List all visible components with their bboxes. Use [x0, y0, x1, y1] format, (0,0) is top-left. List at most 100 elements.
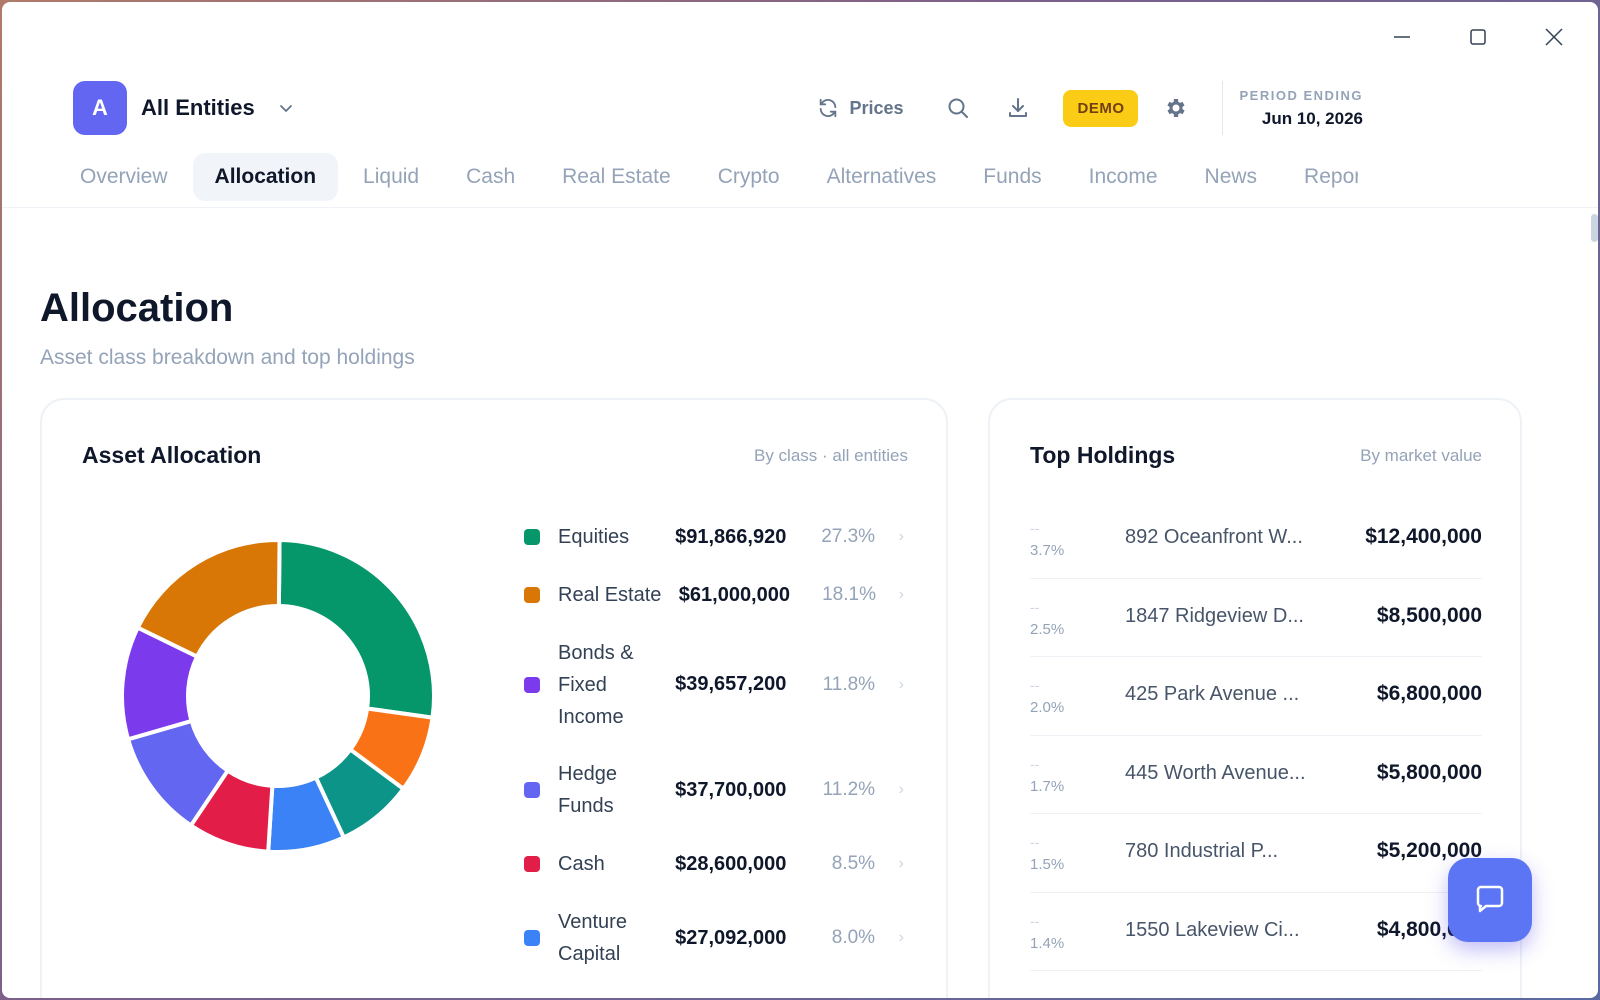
legend-name: Venture Capital: [558, 911, 627, 965]
top-holdings-card: Top Holdings By market value -- 3.7% 892…: [988, 398, 1522, 998]
legend-value: $61,000,000: [678, 583, 790, 606]
period-ending: PERIOD ENDING Jun 10, 2026: [1239, 88, 1363, 129]
asset-allocation-card: Asset Allocation By class · all entities…: [40, 398, 948, 998]
period-label: PERIOD ENDING: [1239, 87, 1363, 103]
allocation-donut-chart: [120, 538, 436, 854]
tab-cash[interactable]: Cash: [466, 165, 516, 188]
legend-swatch: [524, 587, 540, 603]
entity-selector[interactable]: A All Entities: [73, 81, 295, 135]
chevron-right-icon: ›: [898, 781, 904, 798]
legend-percent: 8.5%: [831, 853, 876, 874]
chevron-right-icon: ›: [898, 586, 904, 603]
header-actions: Prices DEMO PERIOD ENDING Jun 10, 2026: [817, 81, 1363, 135]
legend-row-cash[interactable]: Cash $28,600,000 8.5% ›: [524, 835, 904, 893]
close-icon: [1545, 28, 1563, 46]
legend-swatch: [524, 782, 540, 798]
holding-change: --: [1030, 677, 1040, 693]
refresh-prices-button[interactable]: Prices: [817, 97, 903, 119]
gear-icon: [1167, 99, 1186, 117]
holding-row[interactable]: -- 1.7% 445 Worth Avenue... $5,800,000: [1030, 736, 1482, 814]
download-button[interactable]: [1003, 93, 1033, 123]
holding-row[interactable]: -- 1.5% 780 Industrial P... $5,200,000: [1030, 814, 1482, 893]
allocation-legend: Equities $91,866,920 27.3% › Real Estate…: [524, 508, 904, 983]
entity-avatar: A: [73, 81, 127, 135]
tab-funds[interactable]: Funds: [983, 165, 1042, 188]
holding-percent: 1.5%: [1030, 856, 1065, 873]
legend-swatch: [524, 930, 540, 946]
holdings-list: -- 3.7% 892 Oceanfront W... $12,400,000 …: [1030, 500, 1482, 971]
download-icon: [1009, 98, 1028, 117]
donut-slice-7[interactable]: [135, 538, 282, 660]
holding-name: 892 Oceanfront W...: [1125, 526, 1303, 548]
holding-change: --: [1030, 834, 1040, 850]
period-date: Jun 10, 2026: [1261, 108, 1363, 128]
minimize-button[interactable]: [1384, 22, 1420, 52]
entity-name: All Entities: [141, 95, 255, 120]
scrollbar-thumb[interactable]: [1591, 214, 1598, 242]
holding-percent: 2.0%: [1030, 699, 1065, 716]
donut-slice-0[interactable]: [276, 538, 436, 720]
legend-value: $91,866,920: [675, 525, 787, 548]
holding-row[interactable]: -- 2.5% 1847 Ridgeview D... $8,500,000: [1030, 579, 1482, 657]
chevron-down-icon: [277, 99, 295, 117]
demo-badge[interactable]: DEMO: [1063, 89, 1139, 127]
card-meta: By market value: [1360, 446, 1482, 465]
chat-button[interactable]: [1448, 858, 1532, 942]
holding-percent: 1.4%: [1030, 934, 1065, 952]
card-title: Asset Allocation: [82, 442, 262, 468]
settings-button[interactable]: [1164, 96, 1188, 120]
holding-percent: 3.7%: [1030, 542, 1065, 559]
legend-row-real-estate[interactable]: Real Estate $61,000,000 18.1% ›: [524, 566, 904, 624]
holding-row[interactable]: -- 1.4% 1550 Lakeview Ci... $4,800,000: [1030, 893, 1482, 971]
maximize-button[interactable]: [1460, 22, 1496, 52]
legend-swatch: [524, 856, 540, 872]
card-meta: By class · all entities: [754, 446, 908, 465]
search-button[interactable]: [943, 93, 973, 123]
search-icon: [948, 98, 969, 118]
legend-percent: 27.3%: [821, 526, 876, 547]
legend-swatch: [524, 676, 540, 693]
header-divider: [1222, 81, 1224, 135]
legend-row-bonds[interactable]: Bonds & Fixed Income $39,657,200 11.8% ›: [524, 624, 904, 745]
tab-real-estate[interactable]: Real Estate: [562, 165, 671, 188]
tab-alternatives[interactable]: Alternatives: [826, 165, 937, 188]
holding-name: 425 Park Avenue ...: [1125, 683, 1300, 705]
legend-percent: 11.8%: [822, 673, 876, 695]
tab-liquid[interactable]: Liquid: [363, 165, 420, 188]
refresh-icon: [820, 98, 837, 118]
legend-name: Cash: [558, 853, 605, 875]
legend-row-equities[interactable]: Equities $91,866,920 27.3% ›: [524, 508, 904, 566]
top-bar: A All Entities Prices DEMO PERIO: [73, 81, 1363, 135]
legend-row-venture-capital[interactable]: Venture Capital $27,092,000 8.0% ›: [524, 893, 904, 983]
legend-percent: 18.1%: [822, 584, 876, 605]
legend-value: $27,092,000: [675, 926, 787, 949]
tab-bar: Overview Allocation Liquid Cash Real Est…: [58, 151, 1358, 203]
tab-overview[interactable]: Overview: [80, 165, 168, 188]
prices-label: Prices: [849, 97, 904, 118]
holding-value: $6,800,000: [1376, 682, 1482, 705]
legend-name: Real Estate: [558, 584, 662, 606]
tab-crypto[interactable]: Crypto: [717, 165, 780, 188]
holding-percent: 2.5%: [1030, 620, 1065, 638]
legend-percent: 8.0%: [831, 927, 876, 948]
chevron-right-icon: ›: [898, 855, 904, 872]
holding-name: 780 Industrial P...: [1125, 840, 1279, 862]
tab-income[interactable]: Income: [1088, 165, 1158, 188]
holding-value: $5,200,000: [1376, 839, 1482, 862]
legend-name: Equities: [558, 526, 630, 548]
holding-value: $5,800,000: [1376, 760, 1482, 784]
holding-change: --: [1030, 598, 1040, 615]
tab-allocation[interactable]: Allocation: [192, 153, 339, 201]
holding-change: --: [1030, 520, 1040, 536]
window-controls: [1384, 22, 1572, 52]
tab-reports[interactable]: Repor: [1304, 165, 1358, 188]
chevron-right-icon: ›: [898, 675, 904, 693]
legend-row-hedge-funds[interactable]: Hedge Funds $37,700,000 11.2% ›: [524, 745, 904, 835]
holding-row[interactable]: -- 2.0% 425 Park Avenue ... $6,800,000: [1030, 657, 1482, 736]
legend-value: $28,600,000: [675, 852, 787, 875]
holding-value: $8,500,000: [1376, 603, 1482, 627]
close-button[interactable]: [1536, 22, 1572, 52]
tab-news[interactable]: News: [1204, 165, 1258, 188]
holding-row[interactable]: -- 3.7% 892 Oceanfront W... $12,400,000: [1030, 500, 1482, 579]
